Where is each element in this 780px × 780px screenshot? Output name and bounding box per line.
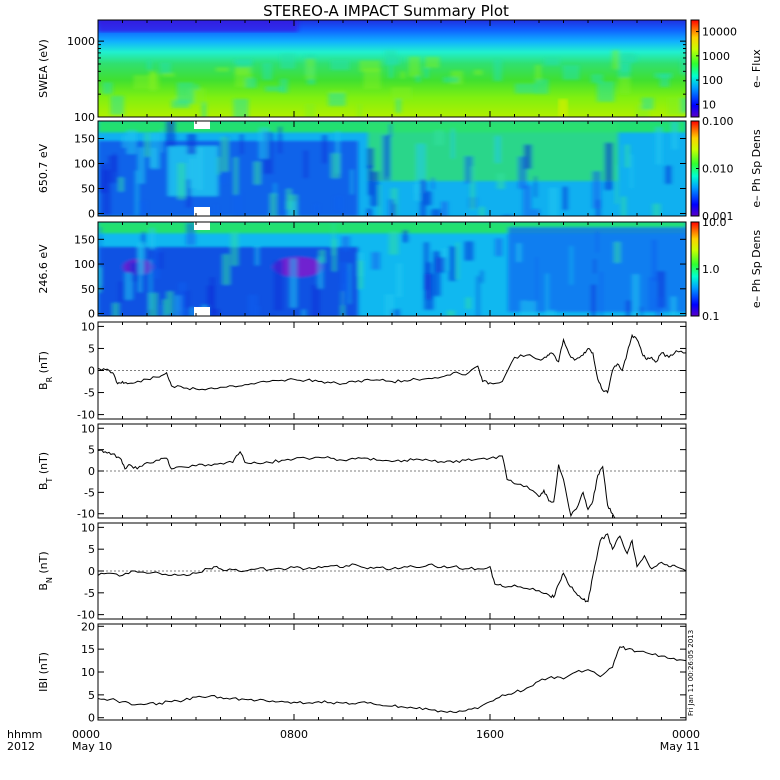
year-label: 2012 (7, 740, 35, 753)
spectrogram-panel-pad650: 150 100 50 0 650.7 eV 0.100 0.010 0.001 e– Ph Sp… (37, 115, 763, 223)
line-panel-bmag: 20 15 10 5 0 IBI (nT) (37, 620, 687, 725)
bt-ytick-label: 0 (88, 465, 95, 478)
time-format-label: hhmm (7, 728, 42, 741)
x-tick-label: 1600 (476, 728, 504, 741)
swea-colorbar (690, 19, 700, 118)
bt-ytick-label: 10 (81, 422, 95, 435)
br-trace (98, 333, 686, 394)
swea-ytick-label: 100 (74, 111, 95, 124)
bmag-ytick-label: 5 (88, 689, 95, 702)
bmag-ytick-label: 15 (81, 643, 95, 656)
bn-ytick-label: 5 (88, 543, 95, 556)
bn-ytick-label: -5 (84, 587, 95, 600)
bmag-ytick-label: 0 (88, 712, 95, 725)
swea-colorbar-tick-label: 1000 (702, 50, 730, 63)
pad246-ytick-label: 50 (81, 283, 95, 296)
x-tick-label: 0800 (280, 728, 308, 741)
pad650-ytick-label: 150 (74, 133, 95, 146)
swea-colorbar-tick-label: 10000 (702, 26, 737, 39)
pad246-colorbar-tick-label: 10.0 (702, 216, 727, 229)
timestamp-stamp: Fri Jan 11 00:26:05 2013 (687, 630, 695, 716)
swea-colorbar-tick-label: 100 (702, 74, 723, 87)
spectrogram-panel-pad246: 150 100 50 0 246.6 eV 10.0 1.0 0.1 e– Ph Sp Dens (37, 216, 763, 323)
swea-ylabel: SWEA (eV) (37, 39, 50, 98)
spectrogram-panel-swea: 1000 100 SWEA (eV) 10000 1000 100 10 e– Flux (37, 19, 763, 124)
swea-colorbar-label: e– Flux (750, 49, 763, 88)
br-ytick-label: -10 (77, 409, 95, 422)
pad650-data-gap (194, 207, 210, 216)
bmag-ytick-label: 10 (81, 666, 95, 679)
plot-title: STEREO-A IMPACT Summary Plot (263, 2, 509, 20)
x-date-label: May 10 (72, 740, 112, 753)
pad246-data-gap (194, 222, 210, 230)
bn-trace (98, 533, 686, 603)
pad650-colorbar-tick-label: 0.010 (702, 163, 734, 176)
pad246-colorbar-label: e– Ph Sp Dens (750, 230, 763, 309)
bt-trace (98, 449, 616, 518)
pad650-data-gap (194, 121, 210, 129)
swea-ytick-label: 1000 (67, 35, 95, 48)
br-ylabel: BR (nT) (37, 351, 54, 390)
pad246-data-gap (194, 307, 210, 316)
bt-ytick-label: -10 (77, 508, 95, 521)
bt-ytick-label: -5 (84, 486, 95, 499)
pad246-ytick-label: 150 (74, 233, 95, 246)
pad246-colorbar-tick-label: 0.1 (702, 310, 720, 323)
bn-ylabel: BN (nT) (37, 551, 54, 590)
pad246-colorbar-tick-label: 1.0 (702, 263, 720, 276)
pad246-ylabel: 246.6 eV (37, 244, 50, 294)
pad650-ytick-label: 100 (74, 158, 95, 171)
pad650-colorbar-label: e– Ph Sp Dens (750, 129, 763, 208)
x-tick-label: 0000 (72, 728, 100, 741)
line-panel-br: 10 5 0 -5 -10 BR (nT) (37, 320, 687, 422)
pad650-ytick-label: 0 (88, 208, 95, 221)
bmag-ytick-label: 20 (81, 620, 95, 633)
line-panel-bn: 10 5 0 -5 -10 BN (nT) (37, 521, 687, 622)
pad650-colorbar-tick-label: 0.100 (702, 115, 734, 128)
bmag-ylabel: IBI (nT) (37, 652, 50, 692)
br-ytick-label: 5 (88, 342, 95, 355)
pad650-ytick-label: 50 (81, 183, 95, 196)
pad246-ytick-label: 0 (88, 308, 95, 321)
bn-ytick-label: 10 (81, 521, 95, 534)
br-ytick-label: -5 (84, 387, 95, 400)
line-panel-bt: 10 5 0 -5 -10 BT (nT) (37, 422, 687, 521)
br-ytick-label: 10 (81, 320, 95, 333)
swea-colorbar-tick-label: 10 (702, 98, 716, 111)
pad246-image (98, 222, 686, 316)
bmag-trace (98, 645, 686, 714)
br-ytick-label: 0 (88, 365, 95, 378)
pad650-ylabel: 650.7 eV (37, 143, 50, 193)
x-tick-label: 0000 (672, 728, 700, 741)
swea-image (98, 20, 686, 117)
x-date-label: May 11 (660, 740, 700, 753)
bn-ytick-label: 0 (88, 565, 95, 578)
pad650-colorbar-tick-label: 0.001 (702, 210, 734, 223)
pad246-ytick-label: 100 (74, 258, 95, 271)
bt-ylabel: BT (nT) (37, 452, 54, 490)
bmag-frame (97, 623, 687, 721)
pad650-image (98, 121, 686, 216)
bt-ytick-label: 5 (88, 444, 95, 457)
bn-ytick-label: -10 (77, 609, 95, 622)
